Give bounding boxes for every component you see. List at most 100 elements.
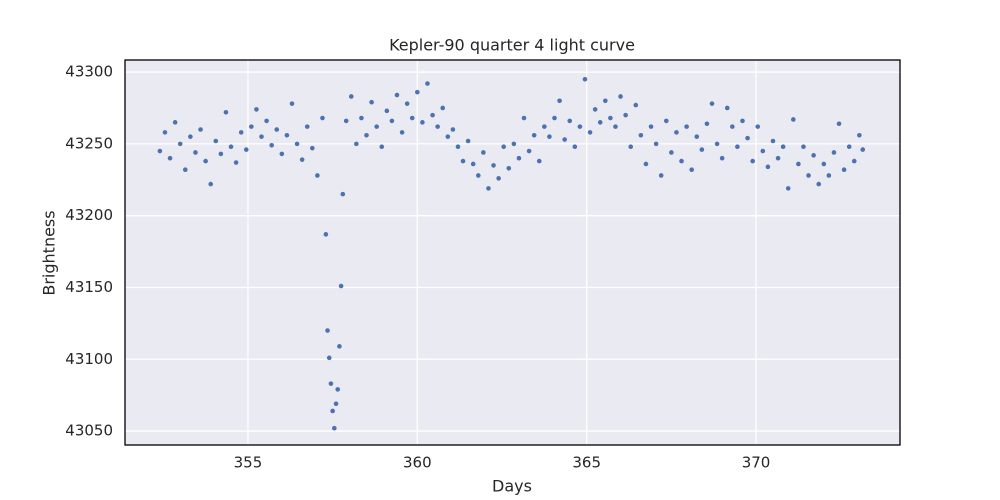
point bbox=[511, 141, 517, 147]
point bbox=[674, 130, 679, 135]
point bbox=[193, 150, 198, 155]
point bbox=[592, 107, 598, 112]
point bbox=[542, 124, 547, 129]
point bbox=[699, 147, 705, 152]
point bbox=[389, 118, 395, 124]
point bbox=[157, 148, 163, 154]
point bbox=[643, 161, 649, 167]
point bbox=[218, 151, 224, 157]
point bbox=[399, 130, 405, 135]
point bbox=[780, 144, 786, 150]
x-tick-label: 360 bbox=[403, 454, 432, 472]
point bbox=[294, 141, 300, 147]
point bbox=[450, 127, 456, 132]
point bbox=[516, 155, 522, 161]
point bbox=[796, 161, 801, 167]
point bbox=[328, 381, 334, 386]
point bbox=[806, 173, 811, 178]
point bbox=[760, 148, 766, 154]
point bbox=[343, 118, 349, 124]
point bbox=[719, 155, 725, 161]
point bbox=[233, 160, 239, 165]
point bbox=[481, 150, 486, 155]
point bbox=[821, 161, 827, 167]
point bbox=[562, 137, 567, 142]
point bbox=[435, 124, 440, 129]
point bbox=[460, 158, 466, 164]
point bbox=[709, 101, 715, 106]
chart-title: Kepler-90 quarter 4 light curve bbox=[389, 36, 635, 55]
point bbox=[536, 158, 542, 164]
point bbox=[724, 105, 730, 111]
point bbox=[603, 98, 608, 104]
point bbox=[851, 158, 857, 164]
point bbox=[198, 127, 203, 132]
point bbox=[587, 130, 593, 135]
points bbox=[157, 76, 866, 431]
point bbox=[274, 127, 280, 132]
point bbox=[162, 130, 168, 135]
point bbox=[618, 94, 623, 99]
y-tick-label: 43250 bbox=[65, 134, 113, 152]
point bbox=[364, 132, 369, 138]
point bbox=[658, 173, 664, 178]
point bbox=[730, 124, 735, 129]
point bbox=[337, 344, 342, 349]
point bbox=[633, 102, 639, 108]
point bbox=[332, 425, 337, 431]
point bbox=[465, 138, 471, 144]
point bbox=[384, 108, 390, 114]
point bbox=[669, 150, 674, 155]
point bbox=[755, 124, 761, 129]
point bbox=[860, 147, 866, 152]
point bbox=[679, 158, 684, 164]
point bbox=[628, 144, 634, 150]
point bbox=[409, 115, 415, 121]
point bbox=[531, 132, 537, 138]
point bbox=[526, 148, 532, 154]
point bbox=[765, 164, 771, 170]
point bbox=[623, 112, 628, 118]
point bbox=[325, 328, 330, 333]
point bbox=[521, 115, 527, 121]
point bbox=[714, 141, 720, 147]
point bbox=[369, 99, 374, 105]
point bbox=[420, 120, 425, 125]
point bbox=[304, 124, 310, 129]
point bbox=[582, 76, 588, 82]
point bbox=[323, 232, 329, 237]
point bbox=[330, 408, 335, 414]
point bbox=[374, 124, 379, 129]
point bbox=[279, 151, 285, 157]
point bbox=[836, 121, 842, 127]
point bbox=[572, 144, 578, 150]
point bbox=[577, 124, 583, 129]
point bbox=[826, 173, 832, 178]
x-tick-label: 370 bbox=[742, 454, 771, 472]
y-tick-label: 43300 bbox=[65, 63, 113, 81]
point bbox=[506, 165, 512, 171]
y-tick-label: 43050 bbox=[65, 422, 113, 440]
point bbox=[203, 158, 208, 164]
point bbox=[608, 115, 613, 121]
plot-frame bbox=[124, 59, 901, 446]
point bbox=[694, 134, 700, 139]
point bbox=[425, 81, 430, 86]
point bbox=[648, 124, 654, 129]
point bbox=[770, 138, 776, 144]
point bbox=[486, 186, 491, 191]
point bbox=[475, 173, 481, 178]
point bbox=[735, 144, 740, 150]
point bbox=[613, 124, 618, 129]
point bbox=[470, 161, 476, 167]
point bbox=[857, 132, 862, 138]
point bbox=[289, 101, 295, 106]
point bbox=[259, 134, 264, 139]
point bbox=[455, 144, 461, 150]
point bbox=[172, 120, 178, 125]
point bbox=[310, 145, 315, 151]
point bbox=[228, 144, 234, 150]
point bbox=[320, 115, 325, 121]
y-axis-label: Brightness bbox=[40, 210, 59, 295]
